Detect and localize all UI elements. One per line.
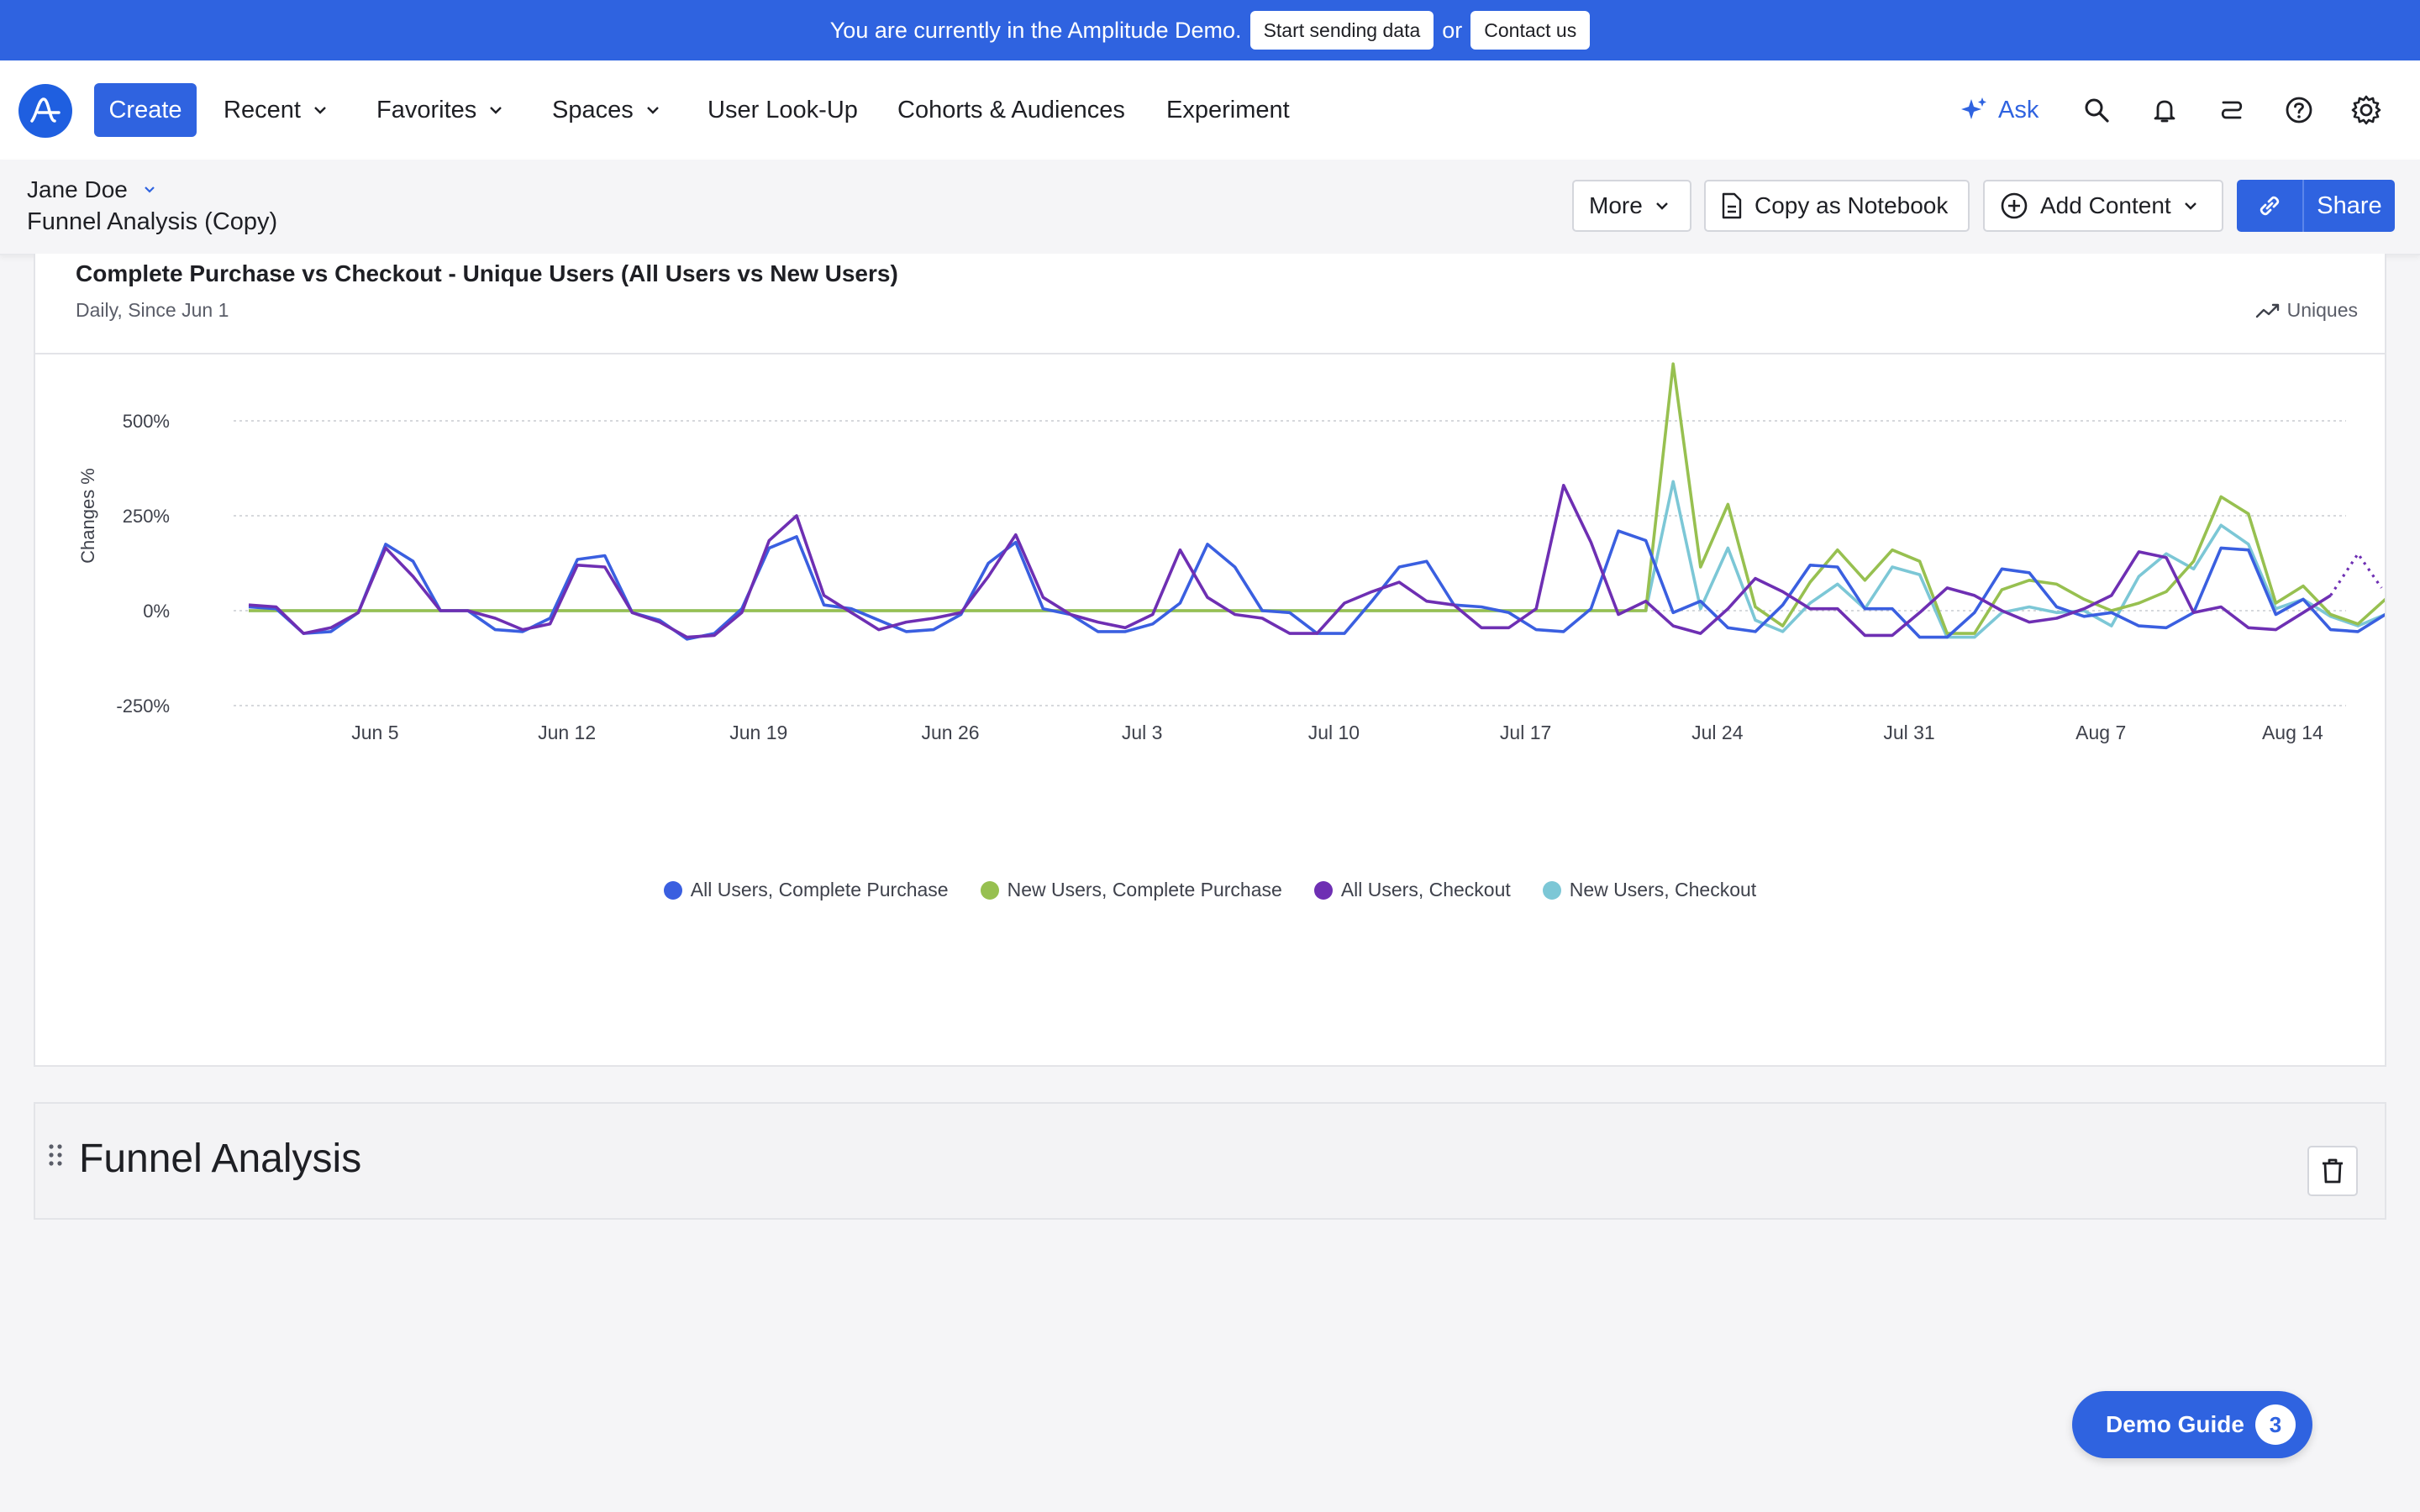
copy-as-notebook-label: Copy as Notebook: [1754, 192, 1949, 218]
series-line: [248, 484, 2332, 639]
banner-or-text: or: [1442, 17, 1463, 43]
more-button[interactable]: More: [1572, 180, 1691, 232]
dashboard-header: Jane Doe Funnel Analysis (Copy) More Cop…: [0, 160, 2420, 255]
demo-banner-message: You are currently in the Amplitude Demo.: [829, 17, 1242, 43]
sparkle-icon: [1961, 97, 1986, 119]
series-line: [249, 362, 2385, 635]
top-navigation: Create Recent Favorites Spaces User Look…: [0, 60, 2420, 161]
contact-us-button[interactable]: Contact us: [1470, 11, 1591, 50]
x-tick-label: Aug 14: [2262, 722, 2323, 743]
chevron-down-icon: [490, 107, 502, 114]
ask-button[interactable]: Ask: [1960, 83, 2039, 137]
y-tick-label: -250%: [116, 696, 170, 717]
add-content-label: Add Content: [2040, 192, 2171, 218]
y-tick-label: 0%: [143, 601, 170, 622]
copy-link-button[interactable]: [2237, 180, 2304, 232]
x-tick-label: Jul 10: [1308, 722, 1360, 743]
legend-label: All Users, Checkout: [1340, 879, 1511, 900]
series-line: [249, 480, 2385, 639]
bell-icon[interactable]: [2149, 94, 2181, 126]
demo-guide-button[interactable]: Demo Guide 3: [2072, 1391, 2312, 1458]
share-button-group: Share: [2237, 180, 2395, 232]
demo-banner: You are currently in the Amplitude Demo.…: [0, 0, 2420, 60]
legend-color-dot: [663, 880, 682, 900]
x-tick-label: Jul 17: [1500, 722, 1551, 743]
chart-title[interactable]: Complete Purchase vs Checkout - Unique U…: [76, 260, 898, 286]
trend-line-icon: [2255, 303, 2279, 318]
chevron-down-icon: [145, 186, 155, 193]
dashboard-title[interactable]: Funnel Analysis (Copy): [27, 208, 278, 235]
legend-color-dot: [1313, 880, 1333, 900]
legend-label: New Users, Checkout: [1569, 879, 1757, 900]
legend-item[interactable]: New Users, Complete Purchase: [980, 879, 1282, 901]
drag-handle-icon[interactable]: [47, 1142, 64, 1168]
owner-selector[interactable]: Jane Doe: [27, 176, 156, 203]
chevron-down-icon: [1655, 202, 1668, 210]
nav-recent[interactable]: Recent: [224, 83, 328, 137]
demo-guide-count-badge: 3: [2255, 1404, 2296, 1445]
x-tick-label: Jul 24: [1691, 722, 1744, 743]
legend-color-dot: [980, 880, 999, 900]
x-tick-label: Jun 19: [729, 722, 787, 743]
x-tick-label: Jun 26: [921, 722, 979, 743]
more-label: More: [1589, 192, 1643, 218]
series-projection: [2329, 551, 2383, 596]
chart-subtitle: Daily, Since Jun 1: [76, 299, 229, 321]
create-button[interactable]: Create: [94, 83, 197, 137]
help-icon[interactable]: [2283, 94, 2315, 126]
y-axis-label: Changes %: [77, 468, 98, 564]
search-icon[interactable]: [2081, 94, 2112, 126]
delete-section-button[interactable]: [2307, 1146, 2358, 1196]
amplitude-logo-icon[interactable]: [18, 84, 72, 138]
nav-user-lookup[interactable]: User Look-Up: [708, 96, 858, 123]
legend-item[interactable]: New Users, Checkout: [1542, 879, 1757, 901]
chart-card-divider: [35, 353, 2385, 354]
share-button[interactable]: Share: [2317, 192, 2382, 219]
section-title[interactable]: Funnel Analysis: [79, 1137, 362, 1181]
series-line: [248, 529, 2385, 641]
route-icon[interactable]: [2216, 94, 2248, 126]
legend-item[interactable]: All Users, Checkout: [1313, 879, 1511, 901]
legend-color-dot: [1542, 880, 1561, 900]
document-icon: [1722, 192, 1742, 219]
chart-card: Complete Purchase vs Checkout - Unique U…: [34, 254, 2386, 1067]
chart-legend: All Users, Complete Purchase New Users, C…: [35, 879, 2385, 901]
legend-label: New Users, Complete Purchase: [1007, 879, 1282, 900]
legend-item[interactable]: All Users, Complete Purchase: [663, 879, 949, 901]
demo-guide-label: Demo Guide: [2106, 1411, 2244, 1437]
funnel-analysis-section: Funnel Analysis: [34, 1102, 2386, 1220]
chevron-down-icon: [646, 107, 659, 114]
legend-label: All Users, Complete Purchase: [690, 879, 949, 900]
plus-circle-icon: [2001, 192, 2028, 219]
start-sending-data-button[interactable]: Start sending data: [1249, 11, 1434, 50]
copy-as-notebook-button[interactable]: Copy as Notebook: [1704, 180, 1970, 232]
nav-favorites-label: Favorites: [376, 96, 477, 123]
y-tick-label: 250%: [123, 506, 170, 527]
x-tick-label: Aug 7: [2075, 722, 2126, 743]
chevron-down-icon: [314, 107, 326, 114]
uniques-selector[interactable]: Uniques: [2255, 299, 2358, 322]
nav-spaces-label: Spaces: [552, 96, 634, 123]
nav-favorites[interactable]: Favorites: [376, 83, 503, 137]
nav-experiment[interactable]: Experiment: [1166, 96, 1290, 123]
owner-name: Jane Doe: [27, 176, 128, 202]
nav-spaces[interactable]: Spaces: [552, 83, 660, 137]
x-tick-label: Jul 31: [1883, 722, 1934, 743]
x-tick-label: Jun 5: [351, 722, 398, 743]
ask-label: Ask: [1998, 96, 2039, 123]
link-icon: [2260, 196, 2280, 216]
nav-cohorts-audiences[interactable]: Cohorts & Audiences: [897, 96, 1125, 123]
trash-icon: [2323, 1158, 2343, 1184]
nav-recent-label: Recent: [224, 96, 301, 123]
x-tick-label: Jun 12: [538, 722, 596, 743]
uniques-label: Uniques: [2286, 299, 2358, 321]
chevron-down-icon: [2184, 202, 2196, 210]
x-tick-label: Jul 3: [1122, 722, 1163, 743]
add-content-button[interactable]: Add Content: [1983, 180, 2223, 232]
gear-icon[interactable]: [2350, 94, 2382, 126]
y-tick-label: 500%: [123, 411, 170, 432]
